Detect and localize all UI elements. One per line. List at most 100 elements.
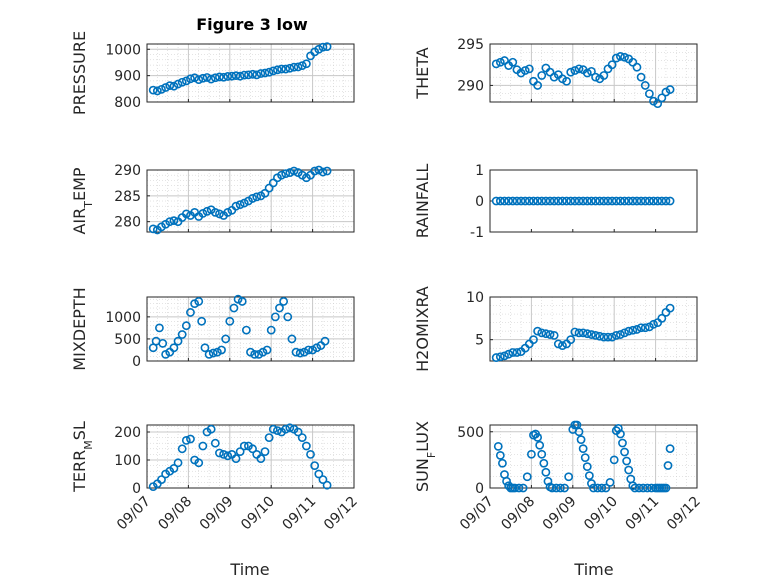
data-point [599,196,609,206]
data-point [653,99,663,109]
data-point [161,83,171,92]
y-tick-label: 285 [114,189,141,205]
data-point [318,42,328,52]
data-point [541,196,551,206]
y-tick-label: 0 [475,481,484,497]
data-point [566,67,576,77]
data-point [239,198,249,208]
data-point [314,165,324,175]
data-point [599,332,609,342]
data-point [611,53,621,63]
data-point [256,69,266,78]
y-axis-label: PRESSURE [70,31,89,115]
y-axis-label: AIRTEMP [70,167,95,234]
y-tick-label: 500 [457,425,484,441]
data-point [533,81,543,90]
data-point [202,206,212,216]
data-point [636,323,646,333]
data-point [235,71,245,81]
data-point [591,72,600,82]
data-point [157,84,166,94]
data-point [318,475,328,484]
data-point [177,444,187,454]
data-point [169,81,179,91]
data-point [148,85,158,95]
data-point [235,447,245,456]
data-point [607,196,617,206]
data-point [551,483,561,493]
data-point [310,461,320,470]
data-point [632,325,642,334]
data-point [181,209,191,219]
data-point [574,427,584,437]
data-point [640,81,650,90]
data-point [148,224,158,234]
data-point [273,65,282,75]
figure-title: Figure 3 low [196,15,308,34]
data-point [642,483,652,493]
y-tick-label: 0 [475,194,484,210]
data-point [223,72,233,81]
data-point [562,76,571,86]
data-point [508,57,518,67]
data-point [599,71,609,80]
data-point [582,196,592,206]
data-point [545,196,555,206]
data-point [181,435,191,445]
data-point [198,441,208,451]
y-axis-label: THETA [413,47,432,99]
data-point [624,326,634,336]
data-point [665,196,675,206]
data-point [322,480,332,490]
data-point [252,449,262,459]
data-point [514,483,524,493]
data-point [197,316,207,326]
data-point [504,196,514,206]
data-point [537,328,547,338]
data-point [291,347,301,357]
data-point [640,323,650,333]
data-point [558,196,567,206]
data-point [306,449,315,459]
data-point [636,196,646,206]
data-point [491,353,501,362]
data-point [553,339,563,349]
data-point [500,196,509,206]
data-point [219,72,228,82]
data-point [241,325,251,335]
data-point [297,61,307,71]
data-point [649,196,658,206]
data-point [578,196,588,206]
data-point [539,458,549,468]
data-point [493,441,503,451]
data-point [616,52,625,61]
data-point [591,196,600,206]
y-axis-label: TERRMSL [70,421,95,493]
data-point [256,454,266,463]
data-point [215,72,224,82]
data-point [632,62,642,72]
data-point [558,341,567,351]
data-point [616,196,625,206]
data-point [173,336,183,346]
data-point [295,348,305,358]
data-point [541,467,551,477]
data-point [157,475,166,484]
data-point [640,196,650,206]
y-tick-label: 100 [114,453,141,469]
y-tick-label: 200 [114,425,141,441]
axes-box [146,169,355,233]
data-point [314,469,324,479]
y-tick-label: 280 [114,215,141,231]
data-point [628,325,638,335]
data-point [239,70,249,80]
data-point [570,66,580,75]
data-point [289,166,299,176]
data-point [264,67,274,77]
data-point [508,348,518,357]
y-tick-label: 290 [457,78,484,94]
data-point [320,336,330,346]
data-point [582,329,592,339]
x-tick-label: 09/10 [238,494,278,534]
data-point [508,196,518,206]
